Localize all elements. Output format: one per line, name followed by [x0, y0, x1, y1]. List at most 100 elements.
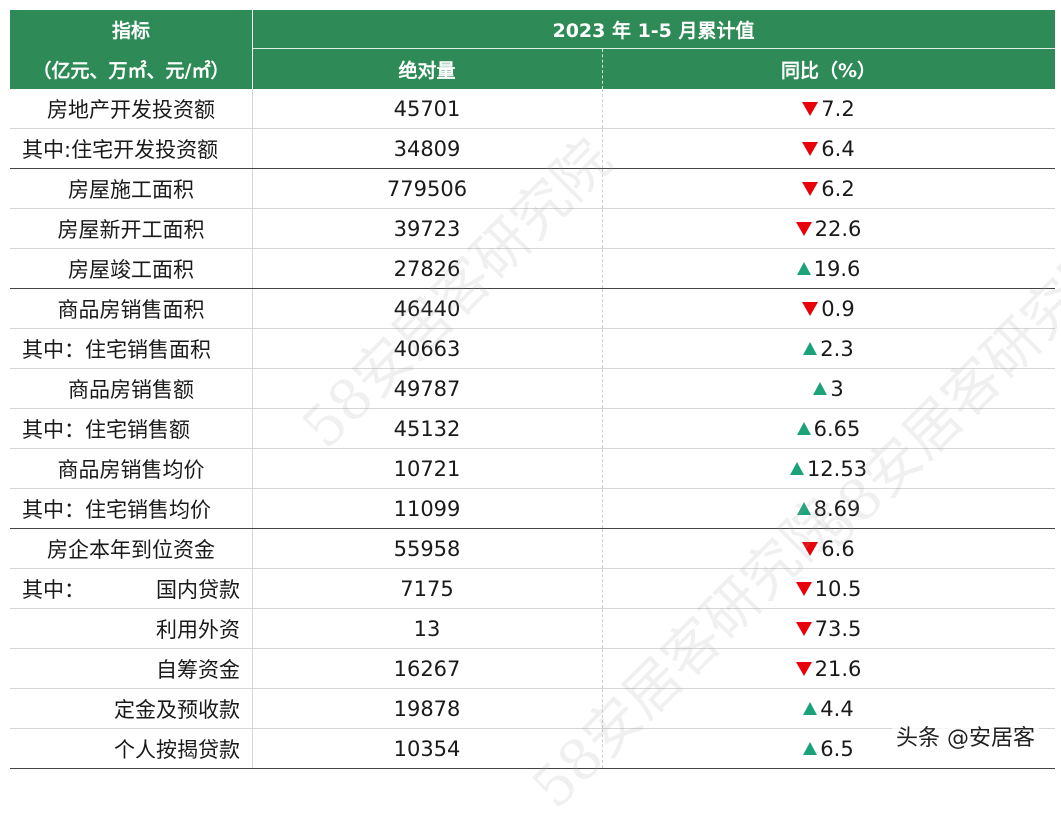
row-name-text: 其中：住宅销售均价 [22, 497, 211, 522]
row-yoy-value: 6.5 [820, 736, 854, 761]
row-yoy: 8.69 [602, 489, 1055, 528]
row-name: 自筹资金 [10, 649, 252, 688]
row-value: 16267 [393, 656, 461, 681]
column-divider [252, 409, 253, 448]
row-yoy-value: 6.6 [821, 536, 855, 561]
source-credit: 头条 @安居客 [892, 718, 1039, 754]
row-yoy: 6.5 [602, 729, 1055, 768]
triangle-down-icon [802, 181, 819, 196]
column-divider [602, 89, 603, 128]
row-value: 10721 [393, 456, 461, 481]
table-row: 商品房销售均价 10721 12.53 [10, 449, 1055, 489]
row-value: 45132 [393, 416, 461, 441]
row-value: 40663 [393, 336, 461, 361]
column-divider [602, 209, 603, 248]
row-yoy: 10.5 [602, 569, 1055, 608]
table-row: 定金及预收款 19878 4.4 [10, 689, 1055, 729]
table-row: 其中:住宅开发投资额 34809 6.4 [10, 129, 1055, 169]
row-name-text: 个人按揭贷款 [114, 737, 240, 762]
column-divider [602, 289, 603, 328]
triangle-up-icon [796, 422, 811, 435]
row-yoy-value: 19.6 [813, 256, 861, 281]
row-yoy-value: 6.4 [821, 136, 855, 161]
row-yoy-value: 22.6 [814, 216, 862, 241]
row-name: 商品房销售均价 [10, 449, 252, 488]
row-yoy: 12.53 [602, 449, 1055, 488]
column-divider [252, 689, 253, 728]
row-yoy: 3 [602, 369, 1055, 408]
table-row: 利用外资 13 73.5 [10, 609, 1055, 649]
row-name-text: 其中:住宅开发投资额 [22, 137, 219, 162]
row-yoy: 73.5 [602, 609, 1055, 648]
table-row: 房企本年到位资金 55958 6.6 [10, 529, 1055, 569]
column-divider [252, 249, 253, 288]
table-row: 其中： 国内贷款 7175 10.5 [10, 569, 1055, 609]
row-name-text: 自筹资金 [156, 657, 240, 682]
row-yoy: 6.6 [602, 529, 1055, 568]
row-name-text: 商品房销售均价 [57, 457, 205, 482]
row-name: 房屋新开工面积 [10, 209, 252, 248]
triangle-up-icon [803, 742, 818, 755]
column-divider [602, 369, 603, 408]
indicator-header: 指标 [111, 20, 150, 42]
triangle-up-icon [796, 262, 811, 275]
row-name: 其中:住宅开发投资额 [10, 129, 252, 168]
row-yoy: 4.4 [602, 689, 1055, 728]
header-divider [252, 10, 253, 89]
row-value: 7175 [400, 576, 454, 601]
row-yoy: 7.2 [602, 89, 1055, 128]
table-row: 其中：住宅销售均价 11099 8.69 [10, 489, 1055, 529]
row-value: 27826 [393, 256, 461, 281]
table-body: 房地产开发投资额 45701 7.2 其中:住宅开发投资额 34809 6.4 房屋施工面积… [10, 89, 1055, 769]
triangle-down-icon [795, 221, 812, 236]
column-divider [602, 729, 603, 768]
row-value: 49787 [393, 376, 461, 401]
row-name: 其中：住宅销售均价 [10, 489, 252, 528]
triangle-down-icon [795, 581, 812, 596]
row-name: 商品房销售额 [10, 369, 252, 408]
table-row: 房地产开发投资额 45701 7.2 [10, 89, 1055, 129]
row-name-text: 房屋竣工面积 [68, 257, 194, 282]
column-divider [602, 329, 603, 368]
row-name-text: 房企本年到位资金 [47, 537, 215, 562]
row-value: 13 [413, 616, 441, 641]
row-name-text: 其中：住宅销售面积 [22, 337, 211, 362]
row-yoy: 19.6 [602, 249, 1055, 288]
row-value: 34809 [393, 136, 461, 161]
yoy-header: 同比（%） [780, 59, 877, 82]
row-yoy: 22.6 [602, 209, 1055, 248]
row-value: 19878 [393, 696, 461, 721]
table-row: 商品房销售额 49787 3 [10, 369, 1055, 409]
triangle-down-icon [795, 661, 812, 676]
triangle-down-icon [802, 101, 819, 116]
row-yoy-value: 6.2 [821, 176, 855, 201]
column-divider [252, 609, 253, 648]
column-divider [252, 569, 253, 608]
column-divider [602, 689, 603, 728]
statistics-table: 指标 （亿元、万㎡、元/㎡） 2023 年 1-5 月累计值 绝对量 同比（%）… [10, 10, 1055, 769]
column-divider [252, 289, 253, 328]
row-yoy-value: 12.53 [806, 456, 868, 481]
row-name: 商品房销售面积 [10, 289, 252, 328]
triangle-up-icon [803, 342, 818, 355]
row-yoy-value: 2.3 [820, 336, 854, 361]
table-row: 房屋新开工面积 39723 22.6 [10, 209, 1055, 249]
column-divider [252, 89, 253, 128]
row-yoy-value: 7.2 [821, 96, 855, 121]
table-row: 商品房销售面积 46440 0.9 [10, 289, 1055, 329]
row-value: 10354 [393, 736, 461, 761]
column-divider [252, 449, 253, 488]
table-row: 自筹资金 16267 21.6 [10, 649, 1055, 689]
row-name: 利用外资 [10, 609, 252, 648]
absolute-header: 绝对量 [398, 59, 456, 82]
row-yoy-value: 0.9 [821, 296, 855, 321]
row-yoy-value: 21.6 [814, 656, 862, 681]
row-yoy-value: 4.4 [820, 696, 854, 721]
row-yoy: 2.3 [602, 329, 1055, 368]
triangle-up-icon [813, 382, 828, 395]
row-yoy: 6.4 [602, 129, 1055, 168]
row-value: 55958 [393, 536, 461, 561]
row-name: 其中： 国内贷款 [10, 569, 252, 608]
header-dash [602, 49, 603, 89]
column-divider [252, 329, 253, 368]
